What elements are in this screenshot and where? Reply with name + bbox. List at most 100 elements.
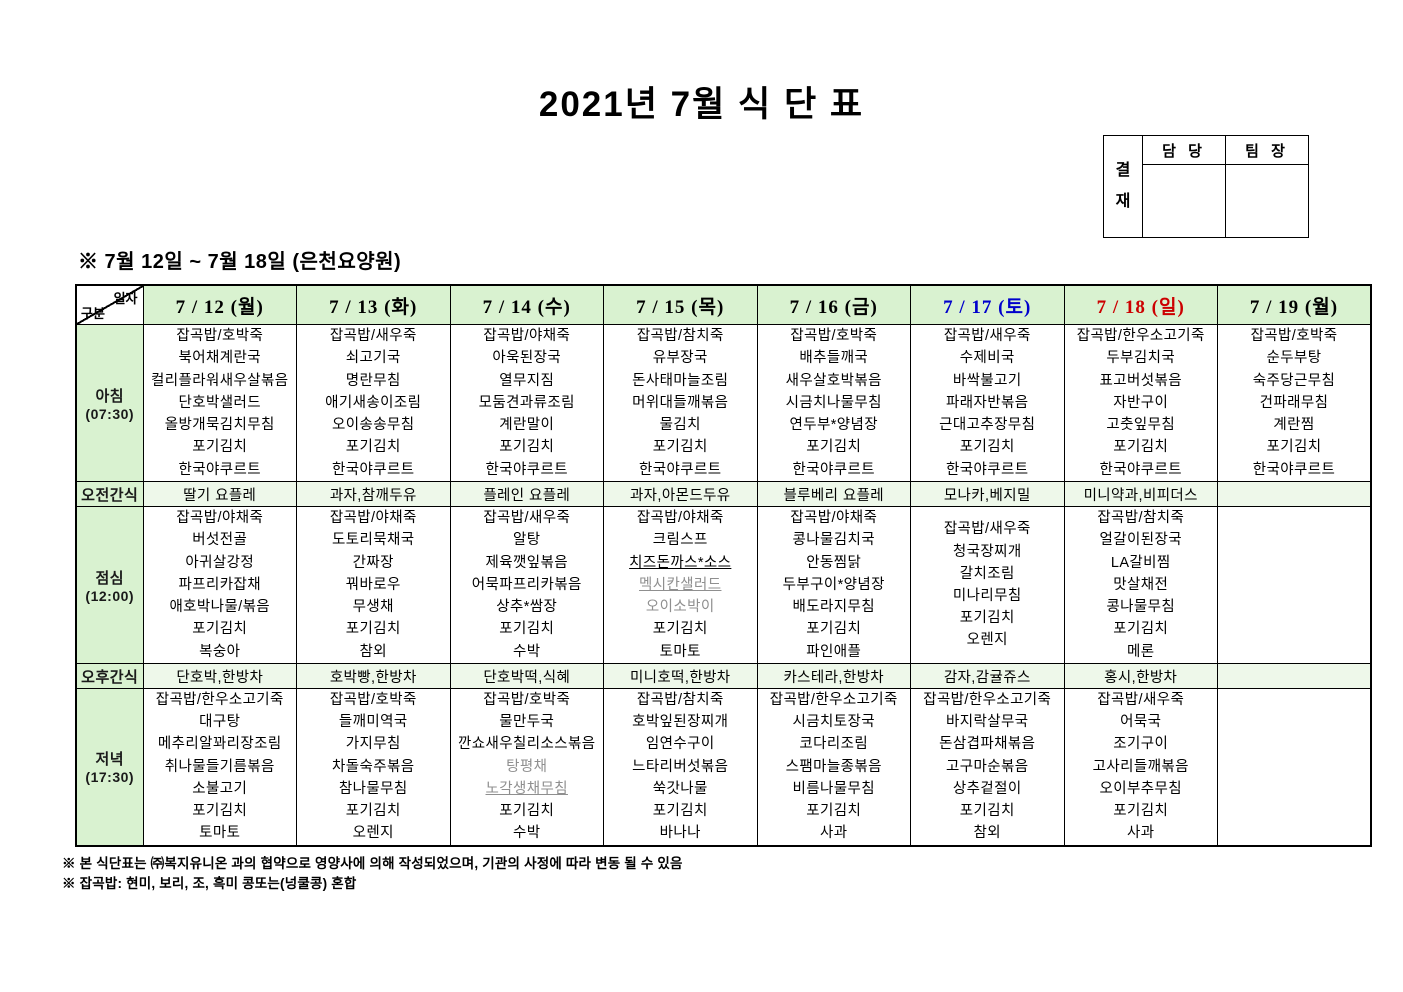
menu-item: 노각생채무침 [485,780,568,797]
menu-item: 크림스프 [652,532,708,549]
menu-item: 임연수구이 [645,736,715,753]
menu-cell-am-snack-day6: 미니약과,비피더스 [1063,481,1218,507]
menu-item: 한국야쿠르트 [792,461,875,478]
menu-item: 바지락살무국 [946,714,1029,731]
menu-item: 순두부탕 [1266,350,1322,367]
menu-item: 근대고추장무침 [939,417,1036,434]
menu-item: 사과 [820,825,848,842]
menu-cell-dinner-day1: 잡곡밥/호박죽 들깨미역국 가지무침 차돌숙주볶음 참나물무침 포기김치 오렌지 [296,688,451,846]
menu-item: 간짜장 [352,554,394,571]
row-label-dinner: 저녁 (17:30) [75,688,144,846]
menu-item: 물만두국 [499,714,555,731]
menu-item: 숙주당근무침 [1252,372,1336,389]
menu-item: 갈치조림 [959,565,1015,582]
menu-item: 느타리버섯볶음 [632,758,729,775]
menu-item: 잡곡밥/새우죽 [943,521,1031,538]
menu-cell-pm-snack-day3: 미니호떡,한방차 [603,663,758,689]
menu-item: 쑥갓나물 [652,780,708,797]
menu-item: 콩나물무침 [1106,599,1176,616]
day-header-5: 7 / 17 (토) [910,284,1065,325]
menu-item: 한국야쿠르트 [1099,461,1182,478]
menu-item: 미나리무침 [952,588,1022,604]
menu-item: 오이송송무침 [332,417,415,434]
menu-cell-am-snack-day1: 과자,참깨두유 [296,481,451,507]
menu-item: 들깨미역국 [338,714,408,731]
menu-item: 코다리조림 [799,736,869,753]
menu-item: 포기김치 [652,803,708,820]
menu-cell-am-snack-day7 [1217,481,1372,507]
menu-item: 포기김치 [345,803,401,820]
menu-cell-lunch-day7 [1217,506,1372,664]
menu-item: 포기김치 [959,803,1015,820]
menu-item: 안동찜닭 [806,554,862,571]
menu-item: 포기김치 [192,803,248,820]
day-header-1: 7 / 13 (화) [296,284,451,325]
row-label-time: (07:30) [85,405,135,422]
menu-item: 제육깻잎볶음 [485,554,568,571]
note-line: ※ 본 식단표는 ㈜복지유니온 과의 협약으로 영양사에 의해 작성되었으며, … [62,856,683,871]
table-row: 오후간식 단호박,한방차 호박빵,한방차 단호박떡,식혜 미니호떡,한방차 카스테라,한방… [75,663,1372,689]
menu-item: 상추겉절이 [952,780,1022,797]
menu-item: 단호박샐러드 [178,394,261,411]
menu-item: 고사리들깨볶음 [1092,758,1189,775]
day-header-2: 7 / 14 (수) [449,284,604,325]
day-header-4: 7 / 16 (금) [756,284,911,325]
menu-cell-lunch-day1: 잡곡밥/야채죽 도토리묵채국 간짜장 꿔바로우 무생채 포기김치 참외 [296,506,451,664]
menu-item: 배도라지무침 [792,599,875,616]
table-row: 저녁 (17:30) 잡곡밥/한우소고기죽 대구탕 메추리알꽈리장조림 취나물들기름볶음 소… [75,688,1372,846]
menu-item: 알탕 [513,532,541,549]
approval-box: 결재 담 당 팀 장 [1103,135,1309,238]
menu-item: 잡곡밥/참치죽 [636,328,724,345]
menu-cell-dinner-day7 [1217,688,1372,846]
menu-item: 컬리플라워새우살볶음 [151,372,289,389]
menu-item: 한국야쿠르트 [178,461,261,478]
menu-item: 잡곡밥/야채죽 [483,328,571,345]
menu-item: 한국야쿠르트 [332,461,415,478]
menu-cell-pm-snack-day5: 감자,감귤쥬스 [910,663,1065,689]
menu-item: 두부김치국 [1106,350,1176,367]
menu-item: 맛살채전 [1113,576,1169,593]
menu-item: 무생채 [352,599,394,616]
menu-item: 한국야쿠르트 [639,461,722,478]
menu-item: 유부장국 [652,350,708,367]
menu-cell-pm-snack-day7 [1217,663,1372,689]
menu-item: 물김치 [659,417,701,434]
menu-item: 오이부추무침 [1099,780,1182,797]
menu-item: 대구탕 [199,714,241,731]
menu-item: 어묵국 [1120,714,1162,731]
menu-item: 포기김치 [806,803,862,820]
menu-cell-pm-snack-day1: 호박빵,한방차 [296,663,451,689]
menu-item: 계란말이 [499,417,555,434]
menu-item: 사과 [1127,825,1155,842]
menu-item: 고춧잎무침 [1106,417,1176,434]
menu-item: LA갈비찜 [1110,554,1171,571]
menu-item: 표고버섯볶음 [1099,372,1182,389]
menu-item: 포기김치 [652,621,708,638]
menu-item: 얼갈이된장국 [1099,532,1182,549]
day-header-3: 7 / 15 (목) [603,284,758,325]
menu-item: 포기김치 [959,610,1015,627]
menu-cell-breakfast-day3: 잡곡밥/참치죽 유부장국 돈사태마늘조림 머위대들깨볶음 물김치 포기김치 한국야쿠르트 [603,324,758,482]
approval-stamp-label: 결재 [1103,135,1143,238]
menu-item: 아욱된장국 [492,350,562,367]
menu-cell-breakfast-day6: 잡곡밥/한우소고기죽 두부김치국 표고버섯볶음 자반구이 고춧잎무침 포기김치 한국야쿠르트 [1063,324,1218,482]
menu-item: 잡곡밥/호박죽 [790,328,878,345]
menu-item: 잡곡밥/야채죽 [790,510,878,527]
menu-item: 포기김치 [499,621,555,638]
menu-item: 잡곡밥/호박죽 [483,692,571,709]
menu-item: 오렌지 [352,825,394,842]
menu-cell-breakfast-day2: 잡곡밥/야채죽 아욱된장국 열무지짐 모둠견과류조림 계란말이 포기김치 한국야쿠르트 [449,324,604,482]
menu-cell-dinner-day0: 잡곡밥/한우소고기죽 대구탕 메추리알꽈리장조림 취나물들기름볶음 소불고기 포기김치 토마… [142,688,297,846]
menu-item: 머위대들깨볶음 [632,394,729,411]
row-label-am-snack: 오전간식 [75,481,144,507]
row-label-text: 아침 [95,387,125,405]
menu-item: 콩나물김치국 [792,532,875,549]
menu-item: 잡곡밥/한우소고기죽 [155,692,284,709]
menu-item: 돈사태마늘조림 [632,372,729,389]
menu-item: 수박 [513,825,541,842]
menu-item: 모둠견과류조림 [478,394,575,411]
menu-item: 파프리카잡채 [178,576,261,593]
menu-item: 수제비국 [959,350,1015,367]
menu-cell-am-snack-day4: 블루베리 요플레 [756,481,911,507]
menu-item: 가지무침 [345,736,401,753]
